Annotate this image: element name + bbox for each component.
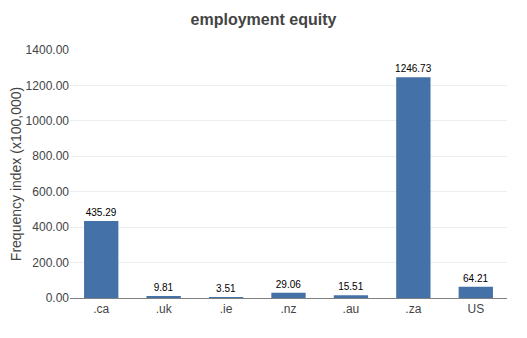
- svg-text:1200.00: 1200.00: [26, 79, 70, 93]
- svg-text:200.00: 200.00: [32, 256, 69, 270]
- svg-text:64.21: 64.21: [463, 273, 488, 284]
- svg-text:employment equity: employment equity: [191, 11, 337, 28]
- svg-text:15.51: 15.51: [338, 281, 363, 292]
- svg-text:9.81: 9.81: [154, 282, 174, 293]
- svg-text:.ie: .ie: [220, 302, 233, 316]
- svg-text:29.06: 29.06: [276, 279, 301, 290]
- svg-text:Frequency index (x100,000): Frequency index (x100,000): [8, 87, 24, 261]
- svg-text:3.51: 3.51: [216, 283, 236, 294]
- svg-text:.nz: .nz: [280, 302, 296, 316]
- svg-text:US: US: [467, 302, 484, 316]
- svg-text:1000.00: 1000.00: [26, 114, 70, 128]
- svg-text:.au: .au: [343, 302, 360, 316]
- svg-text:600.00: 600.00: [32, 185, 69, 199]
- svg-text:.uk: .uk: [156, 302, 173, 316]
- svg-text:1400.00: 1400.00: [26, 43, 70, 57]
- svg-text:1246.73: 1246.73: [395, 63, 432, 74]
- svg-text:.za: .za: [405, 302, 421, 316]
- svg-text:.ca: .ca: [93, 302, 109, 316]
- svg-text:800.00: 800.00: [32, 149, 69, 163]
- svg-text:435.29: 435.29: [86, 207, 117, 218]
- svg-text:0.00: 0.00: [46, 291, 70, 305]
- svg-text:400.00: 400.00: [32, 220, 69, 234]
